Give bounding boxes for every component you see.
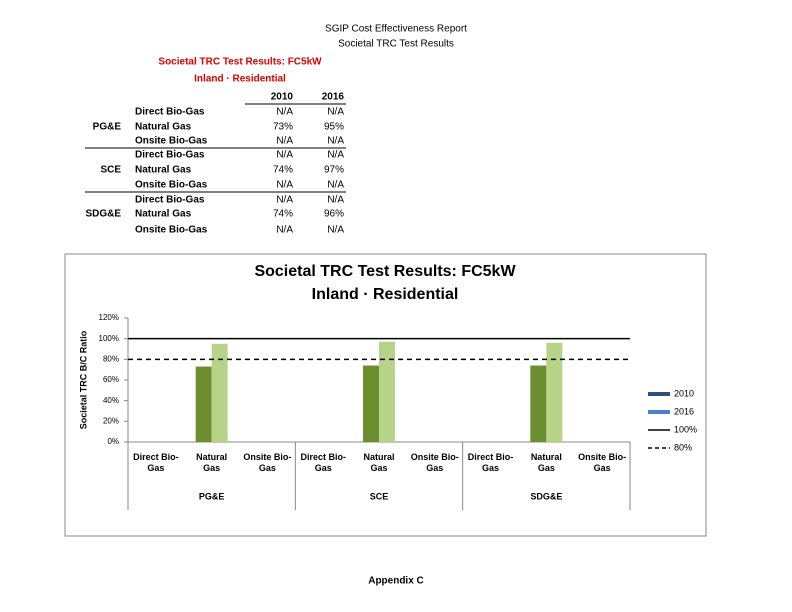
y-tick-label: 0% (107, 437, 119, 446)
x-tick-label: Direct Bio-Gas (133, 452, 179, 473)
group-label: PG&E (199, 491, 225, 501)
footer: Appendix C (368, 576, 424, 587)
row-label: Natural Gas (135, 122, 192, 133)
x-tick-label: Direct Bio-Gas (467, 452, 514, 473)
row-label: Direct Bio-Gas (135, 107, 205, 118)
bar (530, 365, 547, 442)
group-label: SCE (370, 491, 389, 501)
legend-swatch (648, 410, 670, 414)
x-label-box: Onsite Bio-Gas (243, 452, 292, 473)
y-tick-label: 100% (99, 334, 119, 343)
cell: N/A (327, 107, 344, 118)
x-label-box: Natural Gas (530, 452, 562, 473)
x-tick-label: Natural Gas (363, 452, 395, 473)
y-tick-label: 120% (99, 313, 119, 322)
row-label: Onsite Bio-Gas (135, 136, 208, 147)
column-header: 2010 (271, 92, 294, 103)
group-label: SCE (100, 165, 121, 176)
cell: 74% (273, 209, 293, 220)
x-tick-label: Direct Bio-Gas (300, 452, 346, 473)
group-label: SDG&E (85, 209, 121, 220)
cell: N/A (327, 195, 344, 206)
cell: 73% (273, 122, 293, 133)
chart-frame (64, 253, 707, 537)
cell: N/A (276, 225, 293, 236)
row-label: Natural Gas (135, 209, 192, 220)
cell: 96% (324, 209, 344, 220)
cell: N/A (276, 136, 293, 147)
cell: N/A (327, 180, 344, 191)
legend-label: 2016 (674, 406, 694, 416)
report-title: SGIP Cost Effectiveness Report (325, 24, 467, 35)
cell: N/A (276, 180, 293, 191)
bar (363, 365, 379, 442)
report-subtitle: Societal TRC Test Results (338, 39, 454, 50)
cell: N/A (327, 150, 344, 161)
x-label-box: Natural Gas (363, 452, 395, 473)
row-label: Direct Bio-Gas (135, 195, 205, 206)
legend-swatch (648, 392, 670, 396)
table-title: Societal TRC Test Results: FC5kW (158, 57, 322, 68)
y-tick-label: 40% (103, 396, 119, 405)
cell: 95% (324, 122, 344, 133)
cell: N/A (327, 136, 344, 147)
cell: 97% (324, 165, 344, 176)
row-label: Direct Bio-Gas (135, 150, 205, 161)
group-label: SDG&E (530, 491, 562, 501)
cell: N/A (327, 225, 344, 236)
cell: N/A (276, 195, 293, 206)
cell: N/A (276, 150, 293, 161)
x-label-box: Direct Bio-Gas (300, 452, 346, 473)
x-label-box: Onsite Bio-Gas (410, 452, 459, 473)
y-axis-label: Societal TRC B/C Ratio (78, 330, 88, 429)
row-label: Onsite Bio-Gas (135, 180, 208, 191)
legend-label: 2010 (674, 388, 694, 398)
legend-label: 100% (674, 424, 697, 434)
column-header: 2016 (322, 92, 345, 103)
bar (546, 342, 563, 442)
y-tick-label: 60% (103, 375, 119, 384)
chart-title: Societal TRC Test Results: FC5kW (254, 263, 516, 280)
x-tick-label: Natural Gas (530, 452, 562, 473)
group-label: PG&E (93, 122, 122, 133)
y-tick-label: 80% (103, 354, 119, 363)
x-label-box: Direct Bio-Gas (133, 452, 179, 473)
x-tick-label: Onsite Bio-Gas (243, 452, 292, 473)
x-tick-label: Natural Gas (196, 452, 228, 473)
x-tick-label: Onsite Bio-Gas (578, 452, 627, 473)
x-tick-label: Onsite Bio-Gas (410, 452, 459, 473)
row-label: Natural Gas (135, 165, 192, 176)
table-subtitle: Inland · Residential (194, 74, 286, 85)
cell: N/A (276, 107, 293, 118)
x-label-box: Natural Gas (196, 452, 228, 473)
bar (211, 343, 228, 442)
row-label: Onsite Bio-Gas (135, 225, 208, 236)
cell: 74% (273, 165, 293, 176)
y-tick-label: 20% (103, 416, 119, 425)
x-label-box: Onsite Bio-Gas (578, 452, 627, 473)
bar (195, 366, 212, 442)
legend-label: 80% (674, 442, 692, 452)
chart-subtitle: Inland · Residential (312, 286, 459, 303)
x-label-box: Direct Bio-Gas (467, 452, 514, 473)
bar (379, 341, 395, 442)
